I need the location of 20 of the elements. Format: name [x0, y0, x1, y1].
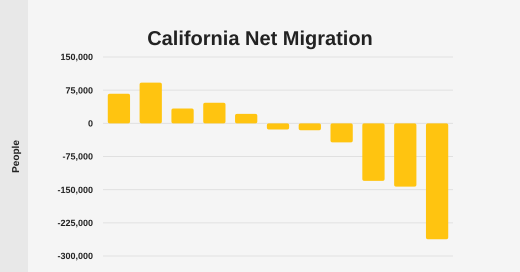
- y-axis-title: People: [11, 140, 22, 173]
- y-tick-label: 0: [88, 118, 93, 128]
- bar: [235, 114, 258, 124]
- bar: [298, 123, 321, 130]
- bar: [203, 102, 226, 124]
- chart-title: California Net Migration: [147, 28, 373, 50]
- y-tick-label: -150,000: [57, 184, 93, 195]
- bar: [394, 123, 416, 187]
- bar: [266, 123, 290, 130]
- bar: [330, 123, 353, 142]
- bar: [140, 82, 162, 124]
- bar: [108, 94, 130, 124]
- y-tick-label: -300,000: [57, 251, 93, 262]
- y-tick-label: -75,000: [62, 152, 93, 162]
- y-tick-label: 75,000: [65, 85, 93, 96]
- bar: [362, 123, 385, 181]
- bar: [171, 108, 194, 124]
- bar: [426, 123, 448, 240]
- y-tick-label: -225,000: [57, 218, 93, 228]
- y-tick-label: 150,000: [60, 52, 93, 62]
